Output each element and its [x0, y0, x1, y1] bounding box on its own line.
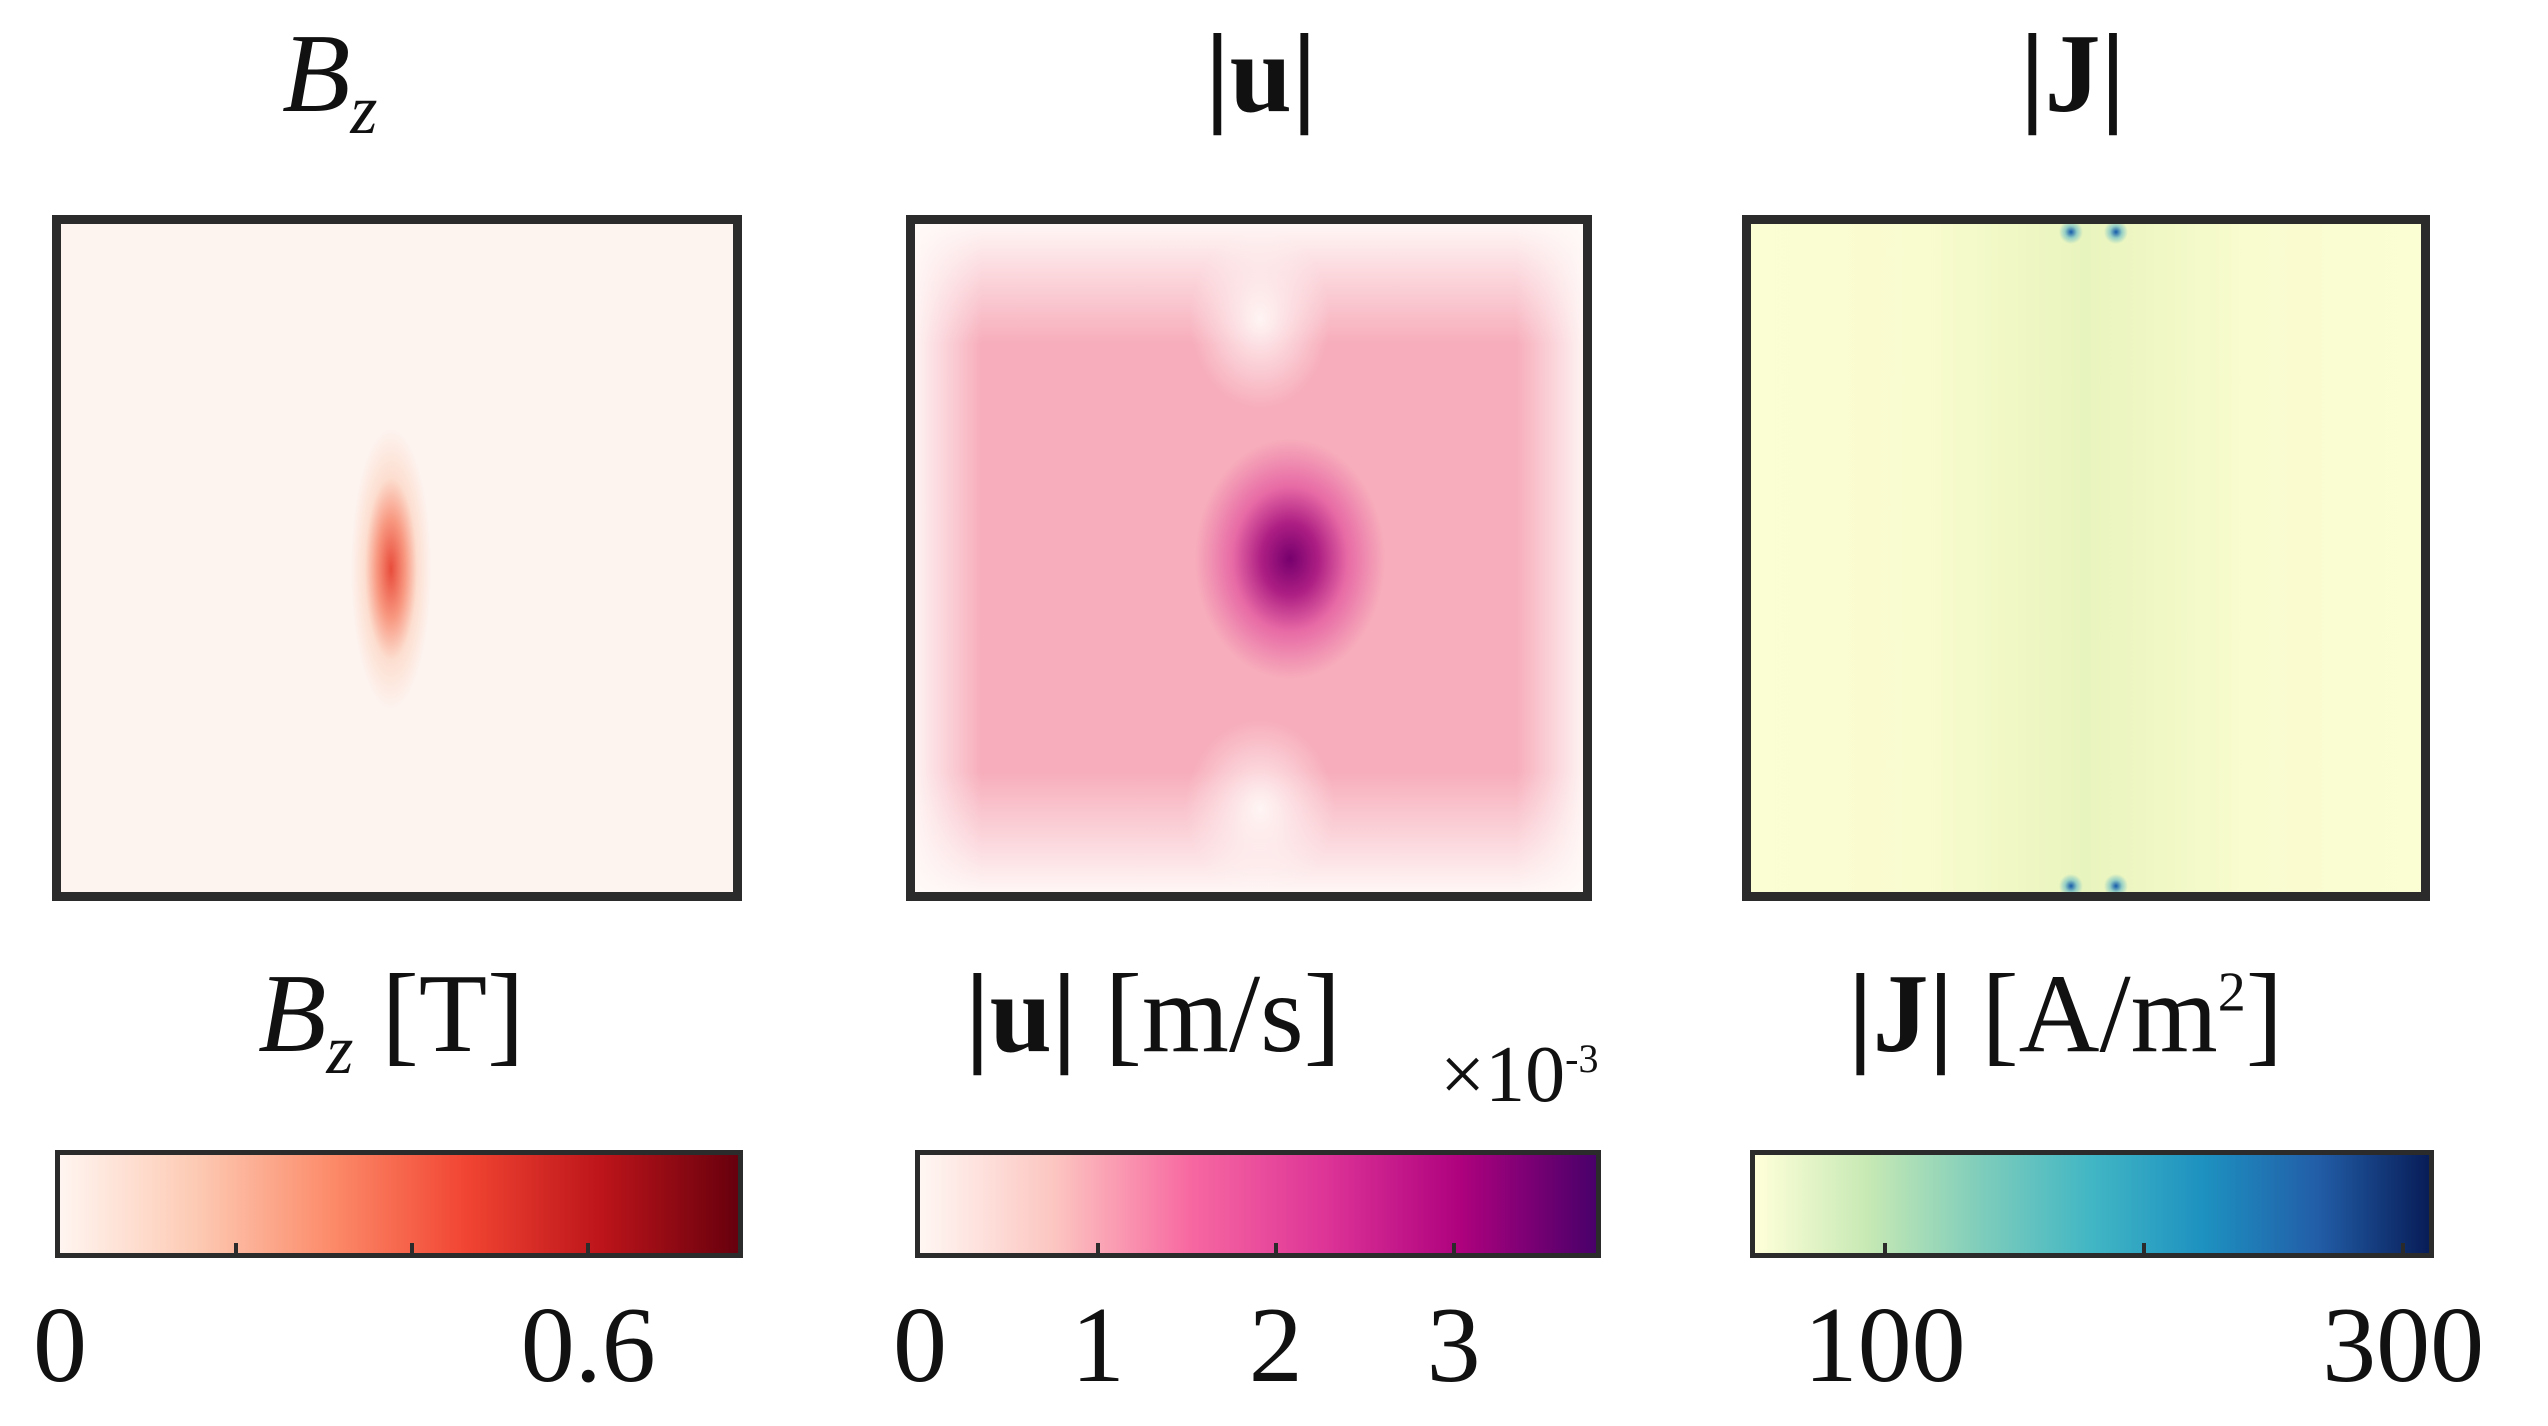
j-colorbar-tick-label: 300 [2322, 1286, 2485, 1405]
u-colorbar-tick-mark [1273, 1243, 1278, 1253]
j-colorbar-tick-mark [2401, 1243, 2406, 1253]
bz-field-map [52, 215, 742, 901]
title-u: |u| [1205, 12, 1317, 136]
title-bz: Bz [282, 12, 378, 150]
u-colorbar-tick-label: 3 [1426, 1286, 1481, 1405]
u-colorbar-tick-label: 2 [1248, 1286, 1303, 1405]
u-colorbar-tick-mark [1451, 1243, 1456, 1253]
j-colorbar-label: |J| [A/m2] [1848, 952, 2284, 1076]
bz-colorbar-label: Bz [T] [258, 952, 525, 1090]
j-colorbar-tick-mark [1882, 1243, 1887, 1253]
u-colorbar-multiplier: ×10-3 [1440, 1031, 1599, 1119]
bz-colorbar-tick-mark [234, 1243, 239, 1253]
bz-colorbar-tick-label: 0.6 [520, 1286, 656, 1405]
j-colorbar-tick-mark [2141, 1243, 2146, 1253]
bz-colorbar-tick-mark [586, 1243, 591, 1253]
u-field-map [906, 215, 1592, 901]
u-colorbar-tick-mark [1095, 1243, 1100, 1253]
u-colorbar-tick-label: 0 [893, 1286, 947, 1405]
title-j: |J| [2020, 12, 2126, 136]
u-colorbar [915, 1150, 1601, 1258]
bz-colorbar-tick-label: 0 [33, 1286, 87, 1405]
j-field-map [1742, 215, 2430, 901]
bz-colorbar-tick-mark [410, 1243, 415, 1253]
u-colorbar-label: |u| [m/s] [965, 952, 1342, 1076]
bz-colorbar [55, 1150, 743, 1258]
j-colorbar [1750, 1150, 2434, 1258]
u-colorbar-tick-label: 1 [1070, 1286, 1125, 1405]
j-colorbar-tick-label: 100 [1803, 1286, 1966, 1405]
